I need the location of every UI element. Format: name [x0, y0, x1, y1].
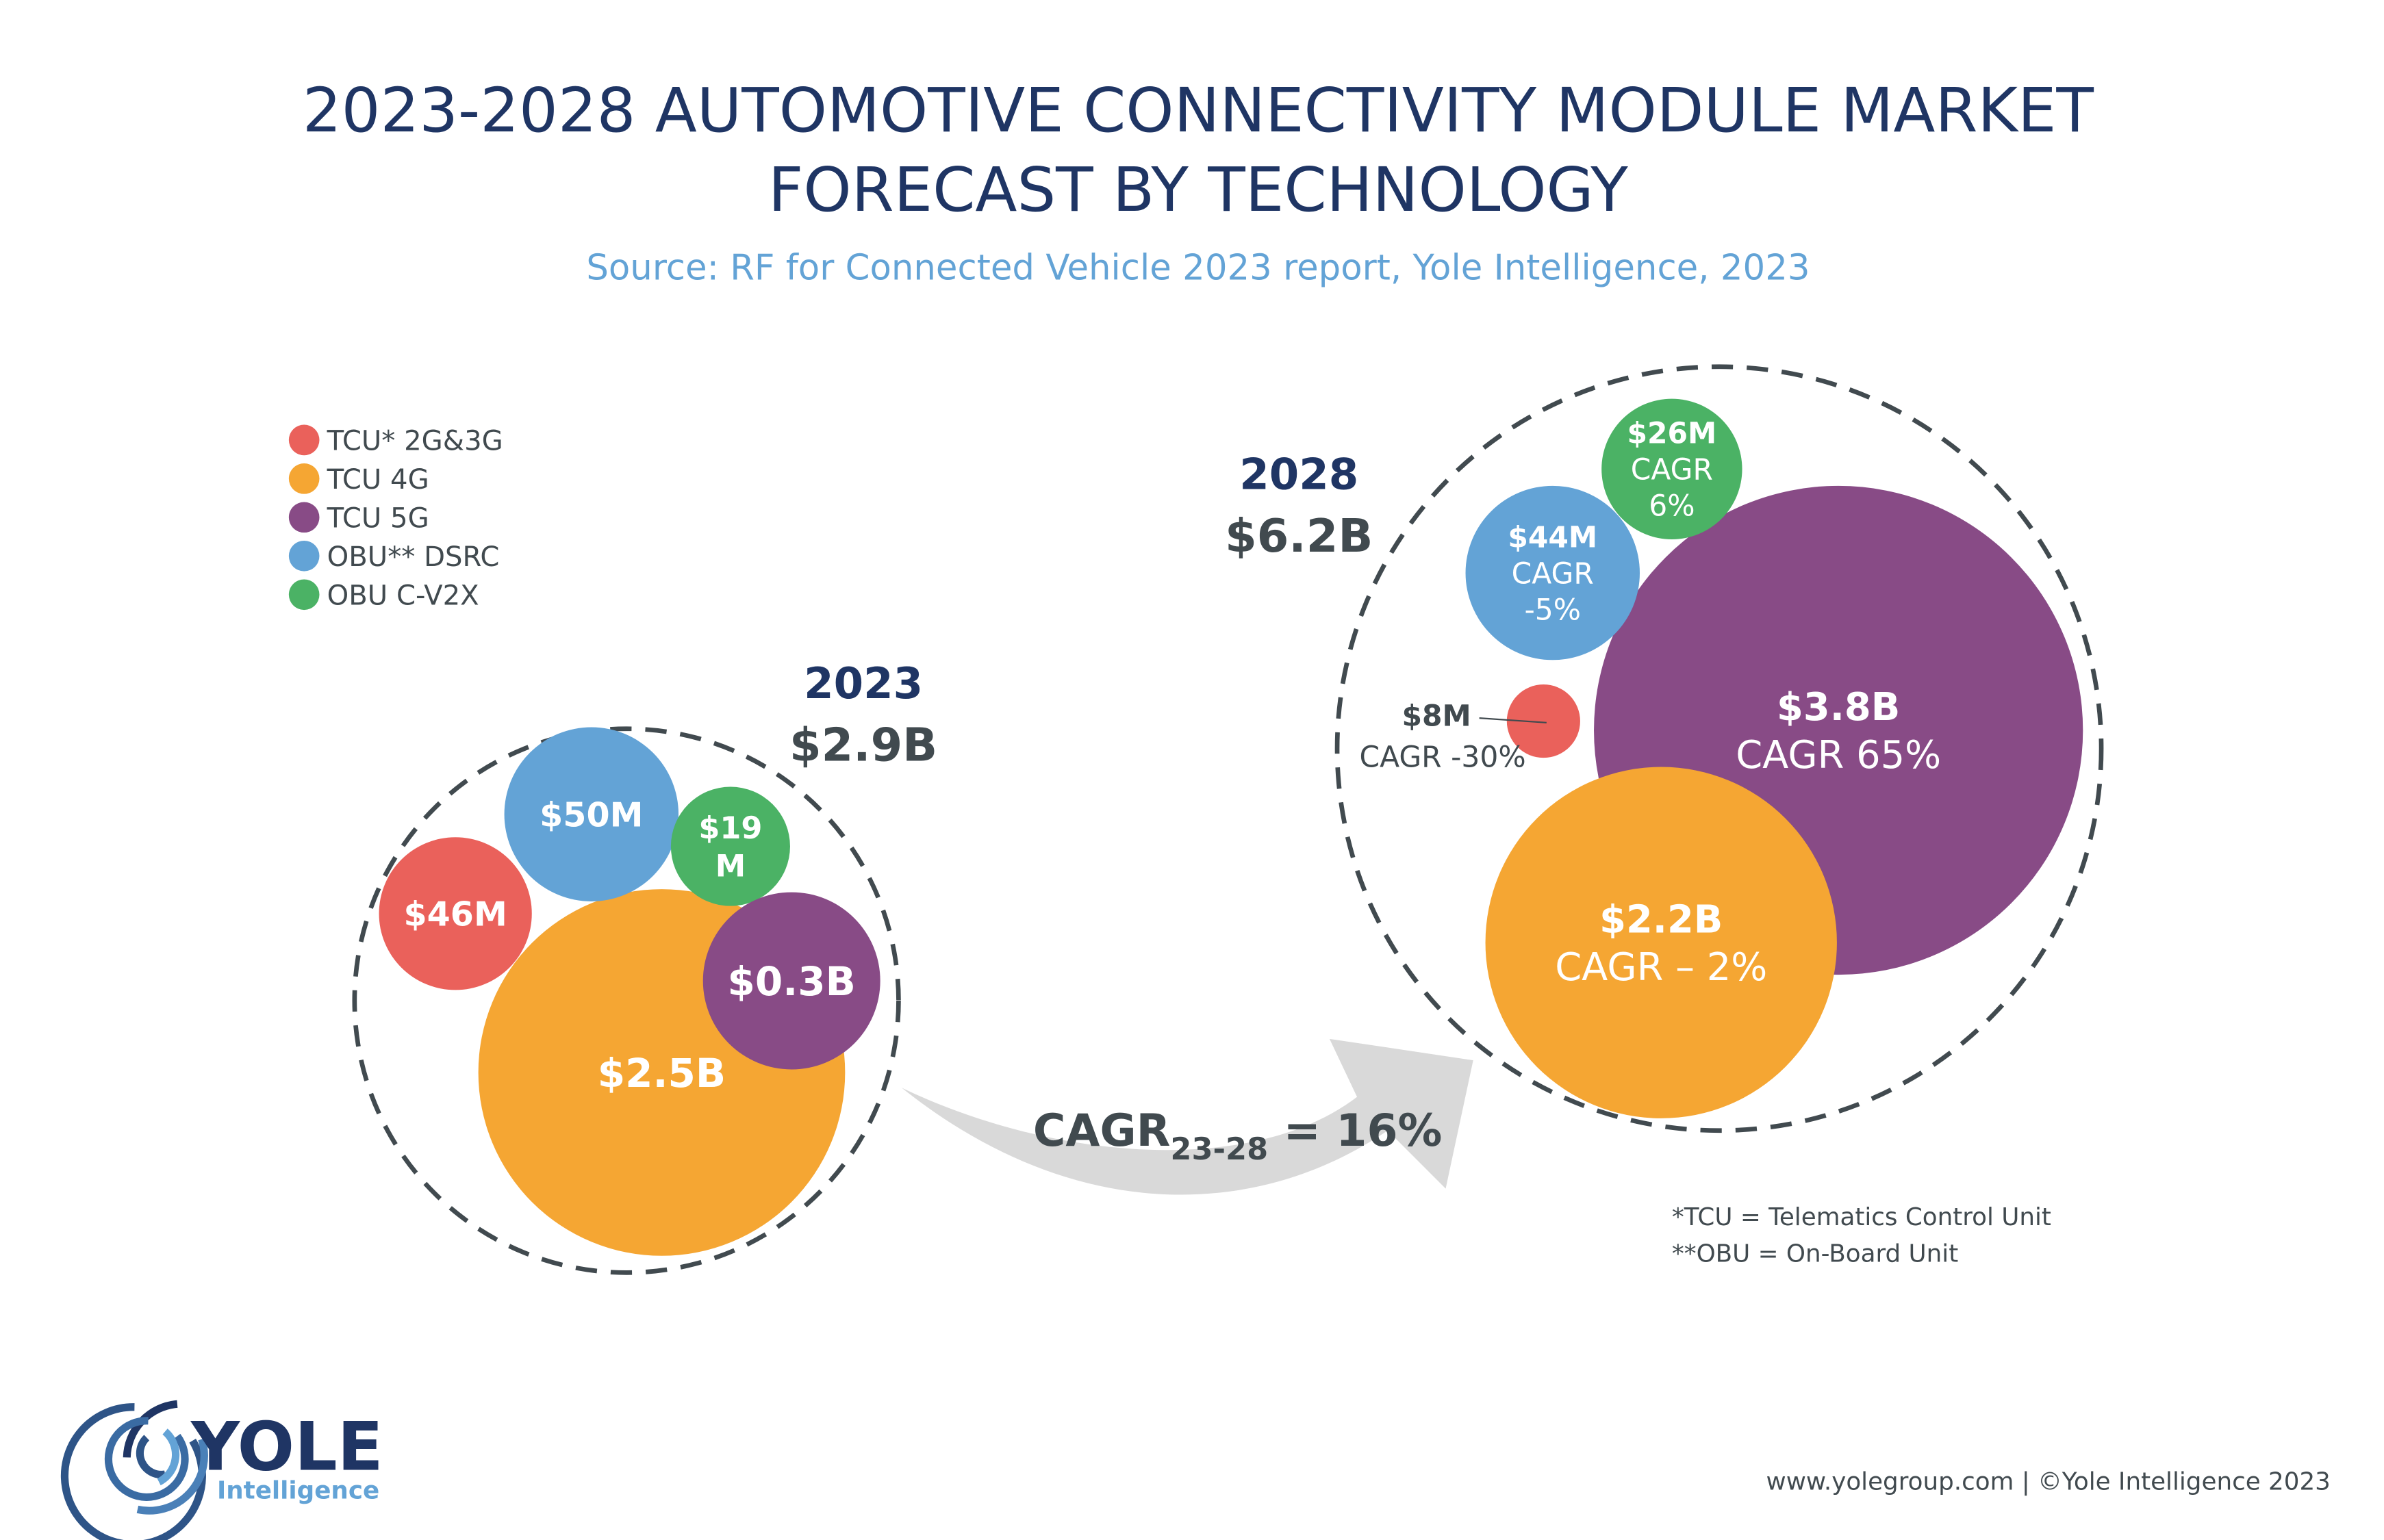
- chart-title-line-1: 2023-2028 AUTOMOTIVE CONNECTIVITY MODULE…: [303, 75, 2094, 146]
- bubble-2028-obu-c-v2x-cagr-label-2: 6%: [1649, 489, 1695, 523]
- bubble-2028-obu-dsrc-cagr-label-1: CAGR: [1512, 556, 1594, 590]
- total-label-2023: $2.9B: [789, 719, 937, 772]
- bubble-2023-obu-c-v2x-value-label-0: $19: [698, 810, 762, 846]
- bubble-2023-obu-dsrc: [504, 727, 679, 901]
- bubble-2028-tcu-2g-3g-cagr-label: CAGR -30%: [1359, 741, 1525, 774]
- bubble-2028-obu-dsrc: [1465, 485, 1640, 660]
- total-label-2028: $6.2B: [1225, 509, 1373, 563]
- legend-label-obu-c-v2x: OBU C-V2X: [327, 580, 479, 611]
- bubble-2028-tcu-2g-3g-leader-line: [1479, 717, 1547, 723]
- legend-swatch-tcu-2g-3g: [288, 424, 320, 456]
- legend-label-obu-dsrc: OBU** DSRC: [327, 541, 500, 573]
- legend-swatch-tcu-5g: [288, 502, 320, 533]
- bubble-2023-tcu-2g-3g: [379, 837, 532, 990]
- overall-cagr-label: CAGR23-28 = 16%: [1033, 1105, 1442, 1167]
- footnote-tcu: *TCU = Telematics Control Unit: [1672, 1203, 2051, 1231]
- bubble-2028-tcu-5g-cagr-label-1: CAGR 65%: [1736, 733, 1941, 778]
- bubble-2023-obu-c-v2x-value-label-1: M: [715, 849, 746, 884]
- bubble-2028-tcu-2g-3g: [1506, 684, 1580, 758]
- bubble-2028-obu-dsrc-value-label-0: $44M: [1508, 520, 1597, 554]
- group-2023: 2023 $2.9B $2.5B $46M $50M $19M $0.3B: [352, 658, 937, 1275]
- legend-label-tcu-5g: TCU 5G: [327, 502, 429, 534]
- total-boundary-2028: [1334, 364, 2104, 1133]
- bubble-2028-tcu-2g-3g-value-label: $8M: [1402, 699, 1471, 732]
- bubble-2023-tcu-5g-value-label: $0.3B: [728, 958, 856, 1005]
- chart-subtitle: Source: RF for Connected Vehicle 2023 re…: [586, 248, 1810, 289]
- bubble-2023-tcu-4g-value-label: $2.5B: [598, 1050, 726, 1096]
- legend-swatch-obu-dsrc: [288, 540, 320, 572]
- year-label-2028: 2028: [1239, 449, 1358, 499]
- legend-swatch-obu-c-v2x: [288, 579, 320, 611]
- legend-swatch-tcu-4g: [288, 463, 320, 494]
- bubble-2028-obu-dsrc-cagr-label-2: -5%: [1524, 593, 1581, 626]
- total-boundary-2023: [352, 726, 901, 1275]
- bubble-2023-tcu-5g: [702, 892, 880, 1070]
- legend-label-tcu-4g: TCU 4G: [327, 464, 429, 496]
- bubble-2023-obu-c-v2x: [670, 786, 790, 906]
- bubble-2028-obu-c-v2x-cagr-label-1: CAGR: [1631, 453, 1713, 487]
- bubble-2023-obu-dsrc-value-label: $50M: [540, 795, 643, 834]
- chart-title-line-2: FORECAST BY TECHNOLOGY: [768, 155, 1628, 226]
- yole-logo-rings-icon: [60, 1400, 208, 1540]
- bubble-2028-tcu-4g-value-label-0: $2.2B: [1599, 897, 1723, 942]
- yole-logo: YOLE Intelligence: [60, 1400, 383, 1540]
- bubble-2028-tcu-5g-value-label-0: $3.8B: [1777, 685, 1900, 730]
- growth-arrow: [901, 1038, 1473, 1195]
- year-label-2023: 2023: [804, 658, 923, 708]
- bubble-2028-tcu-4g-cagr-label-1: CAGR – 2%: [1555, 945, 1767, 990]
- bubble-2023-tcu-2g-3g-value-label: $46M: [403, 894, 507, 934]
- logo-subtitle: Intelligence: [217, 1477, 379, 1505]
- legend: TCU* 2G&3G TCU 4G TCU 5G OBU** DSRC OBU C-V2…: [288, 424, 503, 611]
- copyright: www.yolegroup.com | ©Yole Intelligence 2…: [1766, 1467, 2331, 1496]
- legend-label-tcu-2g-3g: TCU* 2G&3G: [327, 425, 503, 457]
- bubble-2028-obu-c-v2x-value-label-0: $26M: [1627, 417, 1717, 450]
- bubble-2028-tcu-4g: [1485, 767, 1837, 1118]
- bubble-2028-obu-c-v2x: [1601, 398, 1742, 539]
- footnote-obu: **OBU = On-Board Unit: [1672, 1240, 1958, 1268]
- logo-wordmark: YOLE: [190, 1408, 383, 1486]
